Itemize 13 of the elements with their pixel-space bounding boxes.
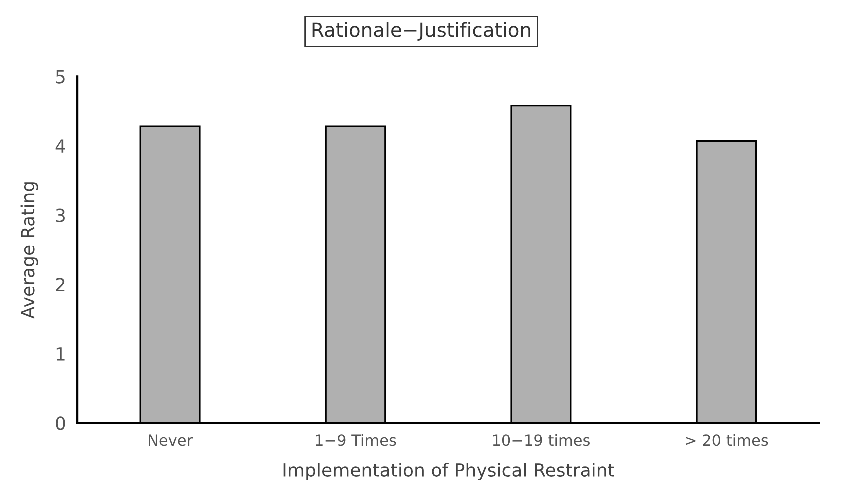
y-tick-label: 1 — [56, 348, 65, 361]
x-tick-label: 10−19 times — [493, 434, 590, 446]
y-tick-label: 3 — [56, 208, 65, 222]
x-tick-label: > 20 times — [686, 434, 768, 446]
x-tick-label: 1−9 Times — [316, 434, 396, 446]
y-axis-title: Average Rating — [20, 182, 38, 319]
y-tick-label: 4 — [56, 140, 66, 153]
y-tick-label: 0 — [56, 416, 66, 430]
y-tick-label: 2 — [56, 278, 65, 292]
x-axis-title: Implementation of Physical Restraint — [284, 463, 614, 480]
chart-title: Rationale−Justification — [312, 22, 530, 41]
y-tick-label: 5 — [56, 70, 65, 84]
x-tick-label: Never — [149, 434, 194, 446]
